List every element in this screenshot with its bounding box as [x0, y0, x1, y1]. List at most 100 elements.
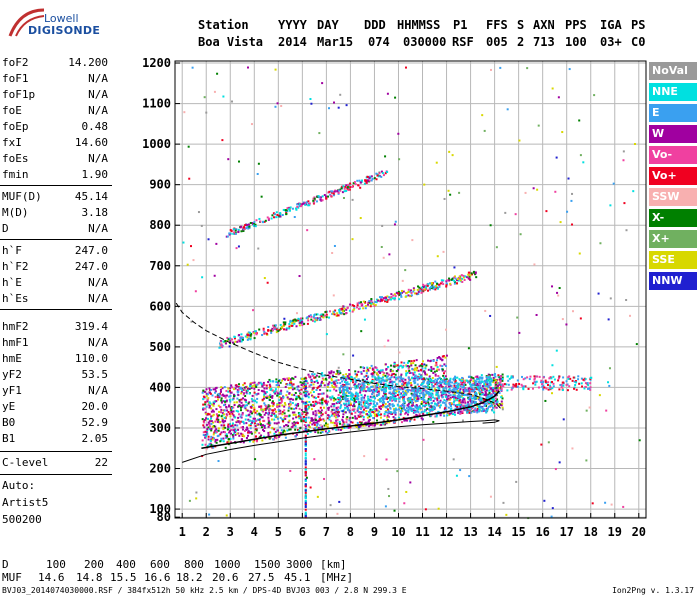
echo-point [435, 361, 438, 364]
echo-point [521, 385, 524, 388]
echo-point [281, 213, 284, 216]
echo-point [454, 275, 457, 278]
param-row: fmin 1.90 [2, 168, 108, 184]
echo-point [222, 400, 225, 403]
echo-point [355, 391, 358, 394]
echo-point [365, 400, 368, 403]
echo-point [455, 381, 458, 384]
echo-point [358, 426, 361, 429]
echo-point [263, 419, 266, 422]
echo-point [243, 227, 246, 230]
echo-point [283, 409, 286, 412]
echo-point [369, 301, 372, 304]
echo-point [252, 440, 255, 443]
echo-point [267, 413, 270, 416]
echo-point [241, 413, 244, 416]
echo-point [319, 410, 322, 413]
echo-point [364, 301, 367, 304]
echo-point [484, 398, 487, 401]
echo-point [262, 327, 265, 330]
echo-point [253, 391, 256, 394]
echo-point [428, 377, 431, 380]
echo-point [312, 400, 315, 403]
echo-point [389, 298, 392, 301]
echo-point [552, 385, 555, 388]
echo-point [371, 375, 374, 378]
echo-point [500, 385, 503, 388]
echo-point [407, 411, 410, 414]
echo-point [430, 370, 433, 373]
echo-point [333, 190, 336, 193]
echo-point [492, 398, 495, 401]
echo-point [593, 94, 596, 97]
echo-point [298, 417, 301, 420]
echo-point [234, 433, 237, 436]
echo-point [387, 396, 390, 399]
echo-point [206, 400, 209, 403]
echo-point [370, 179, 373, 182]
param-row: foEs N/A [2, 152, 108, 168]
echo-point [414, 367, 417, 370]
echo-point [229, 415, 232, 418]
echo-point [497, 374, 500, 377]
x-tick-label: 20 [632, 525, 646, 539]
echo-point [294, 425, 297, 428]
echo-point [321, 82, 324, 85]
echo-point [402, 399, 405, 402]
echo-point [421, 367, 424, 370]
echo-point [293, 322, 296, 325]
echo-point [254, 399, 257, 402]
echo-point [303, 391, 306, 394]
echo-point [215, 441, 218, 444]
echo-point [389, 368, 392, 371]
echo-point [397, 390, 400, 393]
param-row: B0 52.9 [2, 416, 108, 432]
echo-point [393, 397, 396, 400]
echo-point [338, 396, 341, 399]
echo-point [491, 404, 494, 407]
echo-point [488, 378, 491, 381]
echo-point [387, 400, 390, 403]
param-row: yF2 53.5 [2, 368, 108, 384]
echo-point [401, 383, 404, 386]
echo-point [427, 398, 430, 401]
echo-point [400, 404, 403, 407]
echo-point [608, 384, 611, 387]
echo-point [203, 418, 206, 421]
echo-point [382, 419, 385, 422]
echo-point [285, 209, 288, 212]
echo-point [340, 312, 343, 315]
echo-point [356, 425, 359, 428]
echo-point [342, 402, 345, 405]
echo-point [458, 401, 461, 404]
echo-point [218, 392, 221, 395]
echo-point [306, 394, 309, 397]
echo-point [501, 373, 504, 376]
echo-point [276, 392, 279, 395]
echo-point [245, 408, 248, 411]
echo-point [497, 388, 500, 391]
echo-point [322, 406, 325, 409]
echo-point [296, 422, 299, 425]
echo-point [232, 422, 235, 425]
echo-point [437, 375, 440, 378]
echo-point [207, 435, 210, 438]
echo-point [377, 299, 380, 302]
echo-point [281, 413, 284, 416]
echo-point [379, 380, 382, 383]
echo-point [292, 320, 295, 323]
echo-point [414, 375, 417, 378]
echo-point [330, 414, 333, 417]
echo-point [418, 365, 421, 368]
echo-point [268, 383, 271, 386]
echo-point [495, 400, 498, 403]
echo-point [507, 383, 510, 386]
echo-point [373, 413, 376, 416]
echo-point [496, 389, 499, 392]
echo-point [372, 400, 375, 403]
echo-point [297, 395, 300, 398]
echo-point [486, 407, 489, 410]
echo-point [573, 386, 576, 389]
echo-point [298, 324, 301, 327]
echo-point [476, 382, 479, 385]
